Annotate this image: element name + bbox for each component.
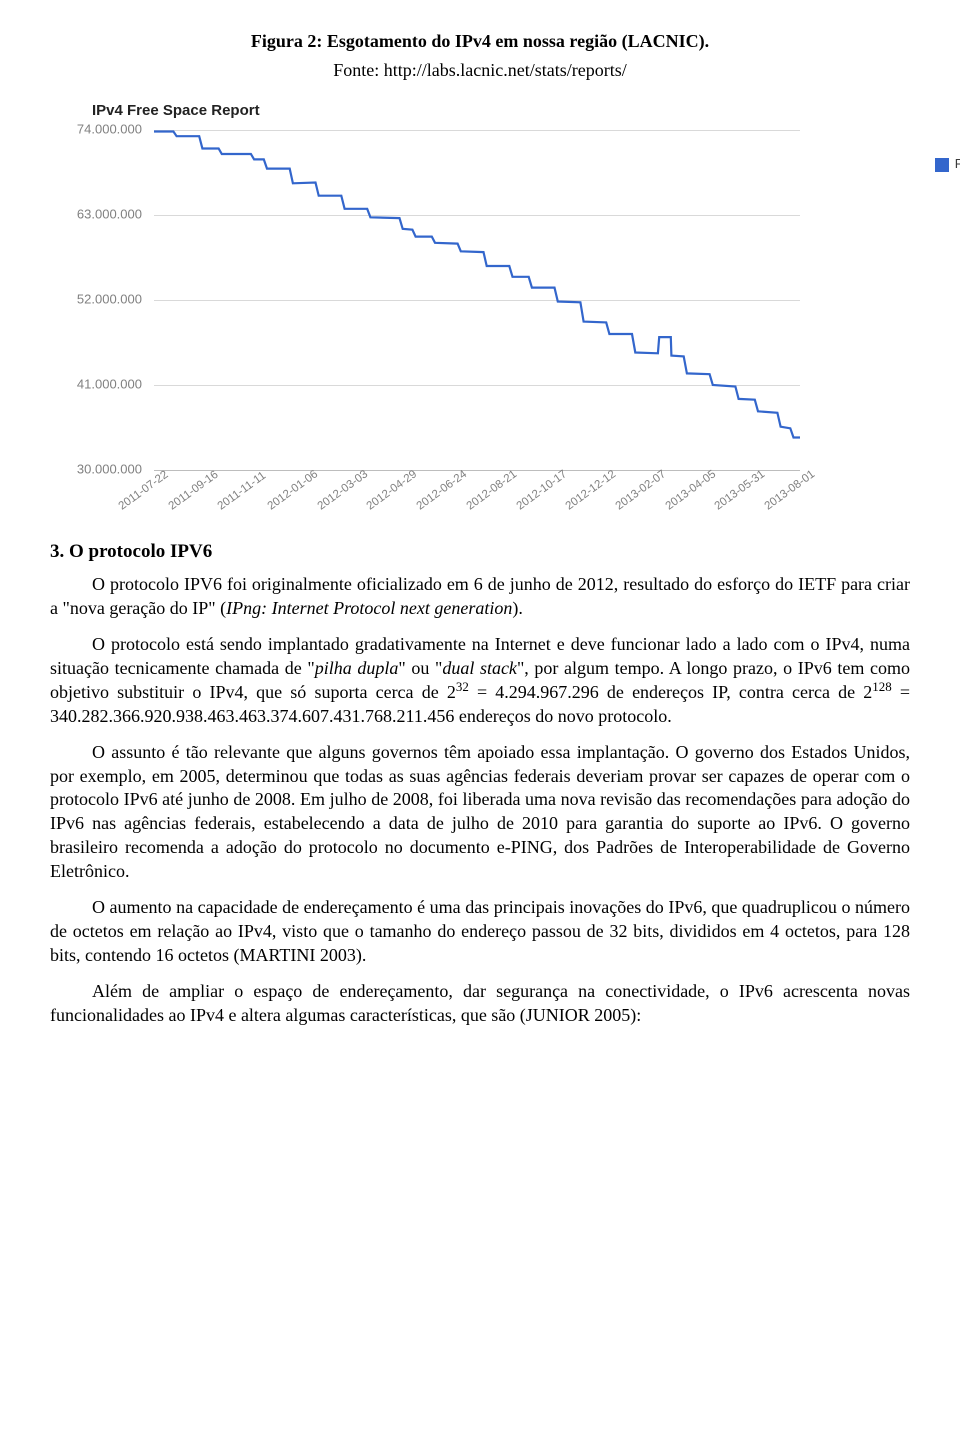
p2-em1: pilha dupla (315, 658, 399, 678)
paragraph-1: O protocolo IPV6 foi originalmente ofici… (50, 573, 910, 621)
chart-title: IPv4 Free Space Report (92, 101, 910, 121)
x-tick-label: 2012-12-12 (563, 468, 619, 515)
p4-text: O aumento na capacidade de endereçamento… (50, 897, 910, 965)
figure-source: Fonte: http://labs.lacnic.net/stats/repo… (50, 59, 910, 82)
chart-svg (154, 130, 800, 470)
x-tick-label: 2013-05-31 (712, 468, 768, 515)
chart-line (154, 132, 800, 438)
p2-mid1: " ou " (398, 658, 442, 678)
p1-em1: IPng: Internet Protocol next generation (226, 598, 512, 618)
y-tick-label: 41.000.000 (77, 377, 142, 394)
p3-text: O assunto é tão relevante que alguns gov… (50, 742, 910, 882)
paragraph-3: O assunto é tão relevante que alguns gov… (50, 741, 910, 885)
y-tick-label: 30.000.000 (77, 462, 142, 479)
paragraph-5: Além de ampliar o espaço de endereçament… (50, 980, 910, 1028)
p2-sup1: 32 (456, 679, 469, 694)
x-tick-label: 2013-02-07 (613, 468, 669, 515)
y-tick-label: 74.000.000 (77, 122, 142, 139)
x-tick-label: 2011-09-16 (166, 468, 222, 514)
p1-text-post: ). (512, 598, 523, 618)
chart-container: IPv4 Free Space Report 30.000.000 41.000.… (50, 101, 910, 511)
x-tick-label: 2013-04-05 (663, 468, 719, 515)
x-tick-label: 2013-08-01 (762, 468, 818, 515)
x-tick-label: 2012-10-17 (514, 468, 570, 515)
legend-swatch (935, 158, 949, 172)
paragraph-2: O protocolo está sendo implantado gradat… (50, 633, 910, 729)
x-axis-labels: 2011-07-222011-09-162011-11-112012-01-06… (154, 472, 800, 528)
x-tick-label: 2012-06-24 (414, 468, 470, 515)
legend-label: Free Space (955, 156, 960, 173)
p5-text: Além de ampliar o espaço de endereçament… (50, 981, 910, 1025)
x-tick-label: 2012-01-06 (265, 468, 321, 515)
y-tick-label: 63.000.000 (77, 207, 142, 224)
p2-mid3: = 4.294.967.296 de endereços IP, contra … (469, 682, 872, 702)
x-tick-label: 2012-08-21 (464, 468, 520, 515)
x-tick-label: 2011-11-11 (215, 469, 269, 514)
p2-sup2: 128 (872, 679, 891, 694)
y-tick-label: 52.000.000 (77, 292, 142, 309)
p2-em2: dual stack (442, 658, 517, 678)
figure-title: Figura 2: Esgotamento do IPv4 em nossa r… (50, 30, 910, 53)
section-heading: 3. O protocolo IPV6 (50, 540, 910, 565)
x-tick-label: 2012-03-03 (315, 468, 371, 515)
chart-legend: Free Space (935, 156, 960, 173)
chart-area: 30.000.000 41.000.000 52.000.000 63.000.000… (64, 130, 910, 510)
y-axis-labels: 30.000.00041.000.00052.000.00063.000.000… (64, 130, 146, 470)
chart-plot (154, 130, 800, 471)
x-tick-label: 2012-04-29 (364, 468, 420, 515)
paragraph-4: O aumento na capacidade de endereçamento… (50, 896, 910, 968)
